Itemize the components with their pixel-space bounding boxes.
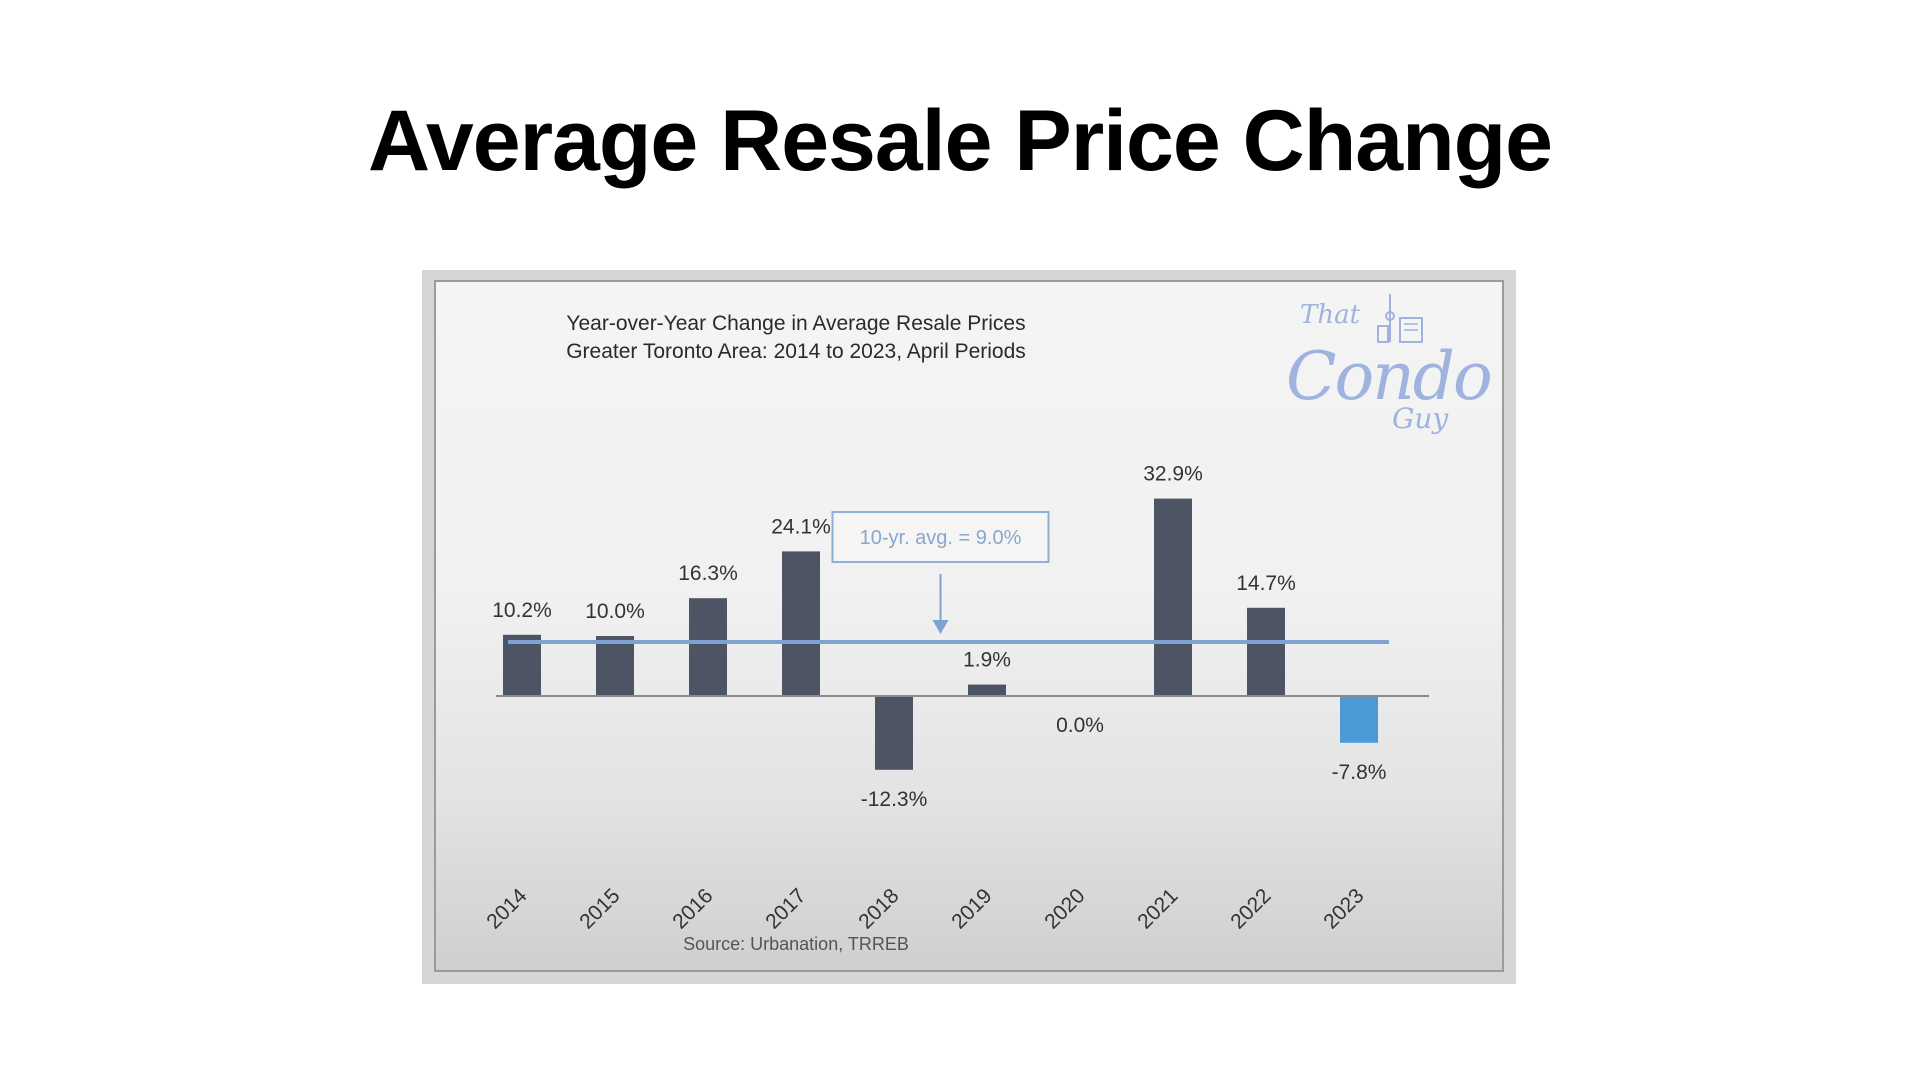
x-tick-label-2018: 2018 — [854, 884, 903, 933]
bar-2023 — [1340, 696, 1378, 743]
bars-layer — [503, 498, 1378, 770]
chart-panel: Year-over-Year Change in Average Resale … — [434, 280, 1504, 972]
data-label-2016: 16.3% — [678, 562, 738, 585]
data-label-2021: 32.9% — [1143, 463, 1203, 486]
average-callout-label: 10-yr. avg. = 9.0% — [860, 527, 1022, 549]
slide-title: Average Resale Price Change — [368, 93, 1553, 189]
data-label-2018: -12.3% — [861, 788, 928, 811]
bar-2021 — [1154, 498, 1192, 696]
x-tick-label-2015: 2015 — [575, 884, 624, 933]
bar-2015 — [596, 636, 634, 696]
data-label-2019: 1.9% — [963, 649, 1011, 672]
logo-word-that: That — [1300, 300, 1361, 330]
x-tick-label-2021: 2021 — [1133, 884, 1182, 933]
bar-2022 — [1247, 607, 1285, 696]
average-callout-box — [831, 511, 1050, 563]
data-label-2015: 10.0% — [585, 600, 645, 623]
x-tick-label-2014: 2014 — [482, 884, 532, 934]
x-tick-labels-layer: 2014 2015 2016 2017 2018 2019 2020 2021 2022 2023 — [482, 884, 1368, 934]
data-label-2022: 14.7% — [1236, 572, 1296, 595]
bar-2018 — [875, 696, 913, 770]
data-label-2023: -7.8% — [1332, 761, 1387, 784]
that-condo-guy-logo: That Condo Guy — [1280, 292, 1493, 462]
data-label-2014: 10.2% — [492, 599, 552, 622]
x-tick-label-2017: 2017 — [761, 884, 810, 933]
data-label-2020: 0.0% — [1056, 714, 1104, 737]
chart-source: Source: Urbanation, TRREB — [683, 934, 909, 954]
chart-title: Year-over-Year Change in Average Resale … — [566, 312, 1025, 335]
bar-2017 — [782, 551, 820, 696]
x-tick-label-2019: 2019 — [947, 884, 996, 933]
x-tick-label-2016: 2016 — [668, 884, 717, 933]
chart-frame: Year-over-Year Change in Average Resale … — [422, 270, 1516, 984]
logo-word-condo: Condo — [1286, 338, 1493, 415]
callout-arrowhead — [932, 620, 949, 634]
logo-word-guy: Guy — [1392, 402, 1449, 435]
bar-2019 — [968, 684, 1006, 696]
logo-skyline-icon — [1377, 294, 1423, 343]
data-labels-layer: 10.2% 10.0% 16.3% 24.1% -12.3% 1.9% 0.0% 32.9% 1… — [492, 463, 1386, 811]
x-tick-label-2023: 2023 — [1319, 884, 1368, 933]
bar-chart: Year-over-Year Change in Average Resale … — [482, 312, 1429, 954]
x-tick-label-2020: 2020 — [1040, 884, 1089, 933]
bar-2014 — [503, 634, 541, 696]
x-tick-label-2022: 2022 — [1226, 884, 1275, 933]
data-label-2017: 24.1% — [771, 515, 831, 538]
chart-subtitle: Greater Toronto Area: 2014 to 2023, Apri… — [566, 340, 1026, 363]
bar-2016 — [689, 598, 727, 696]
